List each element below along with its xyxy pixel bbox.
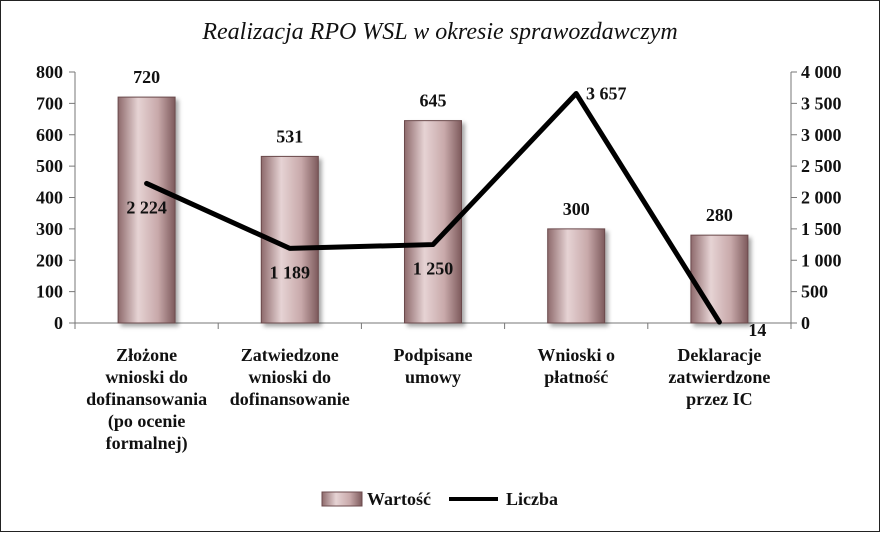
bar-data-label: 531 <box>276 126 303 146</box>
left-tick-label: 500 <box>36 156 63 176</box>
category-label-line: zatwierdzone <box>668 367 770 387</box>
category-label-line: dofinansowanie <box>230 389 350 409</box>
legend-label-liczba: Liczba <box>506 489 558 509</box>
bar-wartosc <box>690 234 749 324</box>
left-tick-label: 700 <box>36 93 63 113</box>
right-tick-label: 2 000 <box>801 188 842 208</box>
line-data-label: 14 <box>748 320 766 340</box>
category-label: Podpisane umowy <box>393 345 472 387</box>
right-tick-label: 500 <box>801 282 828 302</box>
category-label-line: płatność <box>544 367 608 387</box>
category-label-line: wnioski do <box>249 367 332 387</box>
category-label-line: Wnioski o <box>537 345 615 365</box>
line-data-label: 2 224 <box>126 197 167 217</box>
right-tick-label: 3 500 <box>801 93 842 113</box>
category-label: Złożone wnioski do dofinansowania (po oceni… <box>86 345 207 454</box>
left-tick-label: 800 <box>36 62 63 82</box>
chart-title: Realizacja RPO WSL w okresie sprawozdawc… <box>201 19 677 45</box>
category-label-line: Zatwiedzone <box>241 345 339 365</box>
line-data-label: 1 250 <box>413 259 454 279</box>
category-label-line: umowy <box>405 367 461 387</box>
right-tick-label: 1 000 <box>801 250 842 270</box>
line-data-label: 3 657 <box>586 84 627 104</box>
left-tick-label: 0 <box>54 313 63 333</box>
right-tick-label: 0 <box>801 313 810 333</box>
left-tick-label: 400 <box>36 188 63 208</box>
category-label-line: formalnej) <box>106 433 188 454</box>
right-tick-label: 1 500 <box>801 219 842 239</box>
category-label: Wnioski o płatność <box>537 345 615 387</box>
category-label-line: Złożone <box>116 345 177 365</box>
line-liczba <box>144 91 722 325</box>
right-tick-label: 2 500 <box>801 156 842 176</box>
bar-wartosc <box>547 228 606 324</box>
category-label-line: (po ocenie <box>108 411 185 432</box>
category-label-line: Deklaracje <box>677 345 761 365</box>
left-tick-label: 200 <box>36 250 63 270</box>
bar-data-label: 720 <box>133 67 160 87</box>
category-label-line: dofinansowania <box>86 389 207 409</box>
left-tick-label: 100 <box>36 282 63 302</box>
bar-data-label: 645 <box>420 91 447 111</box>
category-label: Zatwiedzone wnioski do dofinansowanie <box>230 345 350 409</box>
legend: Wartość Liczba <box>321 489 558 509</box>
plot-area: 0 100 200 300 400 500 600 700 800 0 500 1 000 1 500 2… <box>36 62 842 454</box>
category-label-line: Podpisane <box>393 345 472 365</box>
line-data-label: 1 189 <box>270 262 311 282</box>
right-tick-label: 3 000 <box>801 125 842 145</box>
bar-data-label: 280 <box>706 205 733 225</box>
legend-swatch-wartosc <box>321 491 363 507</box>
right-tick-label: 4 000 <box>801 62 842 82</box>
category-label: Deklaracje zatwierdzone przez IC <box>668 345 770 409</box>
bar-wartosc <box>117 96 176 324</box>
bar-data-label: 300 <box>563 199 590 219</box>
category-label-line: przez IC <box>686 389 752 409</box>
legend-label-wartosc: Wartość <box>367 489 431 509</box>
left-tick-label: 600 <box>36 125 63 145</box>
left-tick-label: 300 <box>36 219 63 239</box>
category-label-line: wnioski do <box>105 367 188 387</box>
